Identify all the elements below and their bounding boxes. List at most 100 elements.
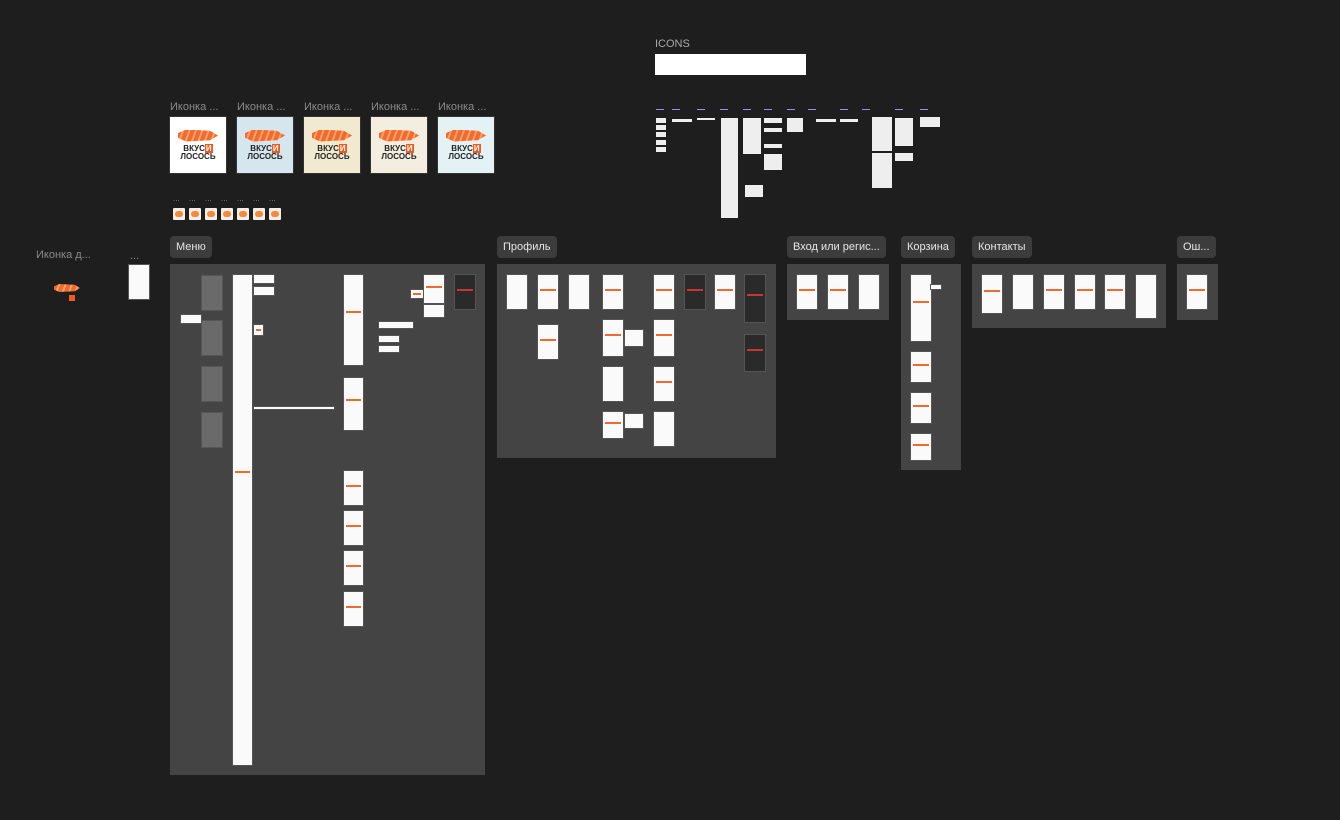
- component-thumb: [895, 118, 913, 146]
- screen-frame[interactable]: [745, 335, 765, 371]
- screen-frame[interactable]: [202, 413, 222, 447]
- standalone-icon-label[interactable]: Иконка д...: [36, 249, 91, 261]
- standalone-frame[interactable]: [129, 265, 149, 299]
- app-icon-label[interactable]: Иконка ...: [304, 101, 353, 113]
- screen-frame[interactable]: [202, 367, 222, 401]
- screen-frame[interactable]: [603, 412, 623, 438]
- app-icon-summer[interactable]: ВКУСИ ЛОСОСЬ: [438, 117, 494, 173]
- screen-frame[interactable]: [982, 275, 1002, 313]
- component-thumb: [656, 118, 666, 123]
- icons-frame[interactable]: [655, 54, 806, 75]
- brand-mark: И: [204, 143, 213, 153]
- small-icon-label[interactable]: ...: [205, 194, 212, 203]
- screen-frame[interactable]: [745, 275, 765, 322]
- icons-frame-label[interactable]: ICONS: [655, 38, 690, 50]
- screen-frame[interactable]: [625, 414, 643, 428]
- screen-frame[interactable]: [911, 352, 931, 382]
- section-contacts[interactable]: [972, 264, 1166, 328]
- small-icon-label[interactable]: ...: [253, 194, 260, 203]
- section-label-contacts[interactable]: Контакты: [972, 236, 1032, 258]
- screen-frame[interactable]: [254, 275, 274, 283]
- screen-frame[interactable]: [344, 511, 363, 545]
- app-icon-spring[interactable]: ВКУСИ ЛОСОСЬ: [371, 117, 427, 173]
- section-label-cart[interactable]: Корзина: [901, 236, 955, 258]
- screen-frame[interactable]: [569, 275, 589, 309]
- screen-frame[interactable]: [1136, 275, 1156, 318]
- screen-frame[interactable]: [654, 412, 674, 446]
- food-icon[interactable]: [205, 208, 217, 220]
- screen-frame[interactable]: [685, 275, 705, 309]
- screen-frame[interactable]: [202, 321, 222, 355]
- food-icon[interactable]: [253, 208, 265, 220]
- small-icon-label[interactable]: ...: [237, 194, 244, 203]
- section-label-profile[interactable]: Профиль: [497, 236, 557, 258]
- screen-frame[interactable]: [379, 322, 413, 328]
- section-label-login[interactable]: Вход или регис...: [787, 236, 886, 258]
- section-label-error[interactable]: Ош...: [1177, 236, 1216, 258]
- screen-frame[interactable]: [654, 367, 674, 401]
- screen-frame[interactable]: [603, 367, 623, 401]
- screen-frame[interactable]: [911, 393, 931, 423]
- screen-frame[interactable]: [538, 275, 558, 309]
- screen-frame[interactable]: [911, 275, 931, 341]
- screen-frame[interactable]: [379, 346, 399, 352]
- screen-frame[interactable]: [233, 275, 252, 765]
- screen-frame[interactable]: [344, 275, 363, 365]
- screen-frame[interactable]: [411, 290, 423, 298]
- screen-frame[interactable]: [625, 330, 643, 346]
- screen-frame[interactable]: [1187, 275, 1207, 309]
- food-icon[interactable]: [173, 208, 185, 220]
- component-thumb: [656, 140, 666, 145]
- screen-frame[interactable]: [603, 320, 623, 356]
- screen-frame[interactable]: [181, 315, 201, 323]
- screen-frame[interactable]: [828, 275, 848, 309]
- small-icon-label[interactable]: ...: [173, 194, 180, 203]
- screen-frame[interactable]: [344, 551, 363, 585]
- app-icon-label[interactable]: Иконка ...: [170, 101, 219, 113]
- small-icon-label[interactable]: ...: [189, 194, 196, 203]
- standalone-frame-label[interactable]: ...: [130, 250, 140, 262]
- app-icon-autumn[interactable]: ВКУСИ ЛОСОСЬ: [304, 117, 360, 173]
- screen-frame[interactable]: [654, 320, 674, 356]
- food-icon[interactable]: [269, 208, 281, 220]
- screen-frame[interactable]: [344, 471, 363, 505]
- app-icon-label[interactable]: Иконка ...: [237, 101, 286, 113]
- screen-frame[interactable]: [538, 325, 558, 359]
- screen-frame[interactable]: [1075, 275, 1095, 309]
- screen-frame[interactable]: [715, 275, 735, 309]
- screen-frame[interactable]: [424, 305, 444, 317]
- screen-frame[interactable]: [507, 275, 527, 309]
- small-icon-label[interactable]: ...: [269, 194, 276, 203]
- screen-frame[interactable]: [379, 336, 399, 342]
- app-icon-label[interactable]: Иконка ...: [371, 101, 420, 113]
- food-icon[interactable]: [189, 208, 201, 220]
- screen-frame[interactable]: [603, 275, 623, 309]
- app-icon-white[interactable]: ВКУСИ ЛОСОСЬ: [170, 117, 226, 173]
- screen-frame[interactable]: [1105, 275, 1125, 309]
- app-icon-winter[interactable]: ВКУСИ ЛОСОСЬ: [237, 117, 293, 173]
- screen-frame[interactable]: [931, 285, 941, 289]
- screen-frame[interactable]: [254, 407, 334, 409]
- app-icon-label[interactable]: Иконка ...: [438, 101, 487, 113]
- screen-frame[interactable]: [911, 434, 931, 460]
- screen-frame[interactable]: [455, 275, 475, 309]
- section-label-menu[interactable]: Меню: [170, 236, 212, 258]
- section-cart[interactable]: [901, 264, 961, 470]
- food-icon[interactable]: [221, 208, 233, 220]
- screen-frame[interactable]: [202, 276, 222, 310]
- small-icon-label[interactable]: ...: [221, 194, 228, 203]
- food-icon[interactable]: [237, 208, 249, 220]
- screen-frame[interactable]: [797, 275, 817, 309]
- screen-frame[interactable]: [1044, 275, 1064, 309]
- screen-frame[interactable]: [424, 275, 444, 303]
- screen-frame[interactable]: [1013, 275, 1033, 309]
- screen-frame[interactable]: [254, 287, 274, 295]
- screen-frame[interactable]: [344, 592, 363, 626]
- screen-frame[interactable]: [254, 325, 263, 335]
- screen-frame[interactable]: [344, 378, 363, 430]
- screen-frame[interactable]: [859, 275, 879, 309]
- screen-frame[interactable]: [654, 275, 674, 309]
- component-thumb: [745, 185, 763, 197]
- component-label: [787, 109, 795, 110]
- section-menu[interactable]: [170, 264, 485, 775]
